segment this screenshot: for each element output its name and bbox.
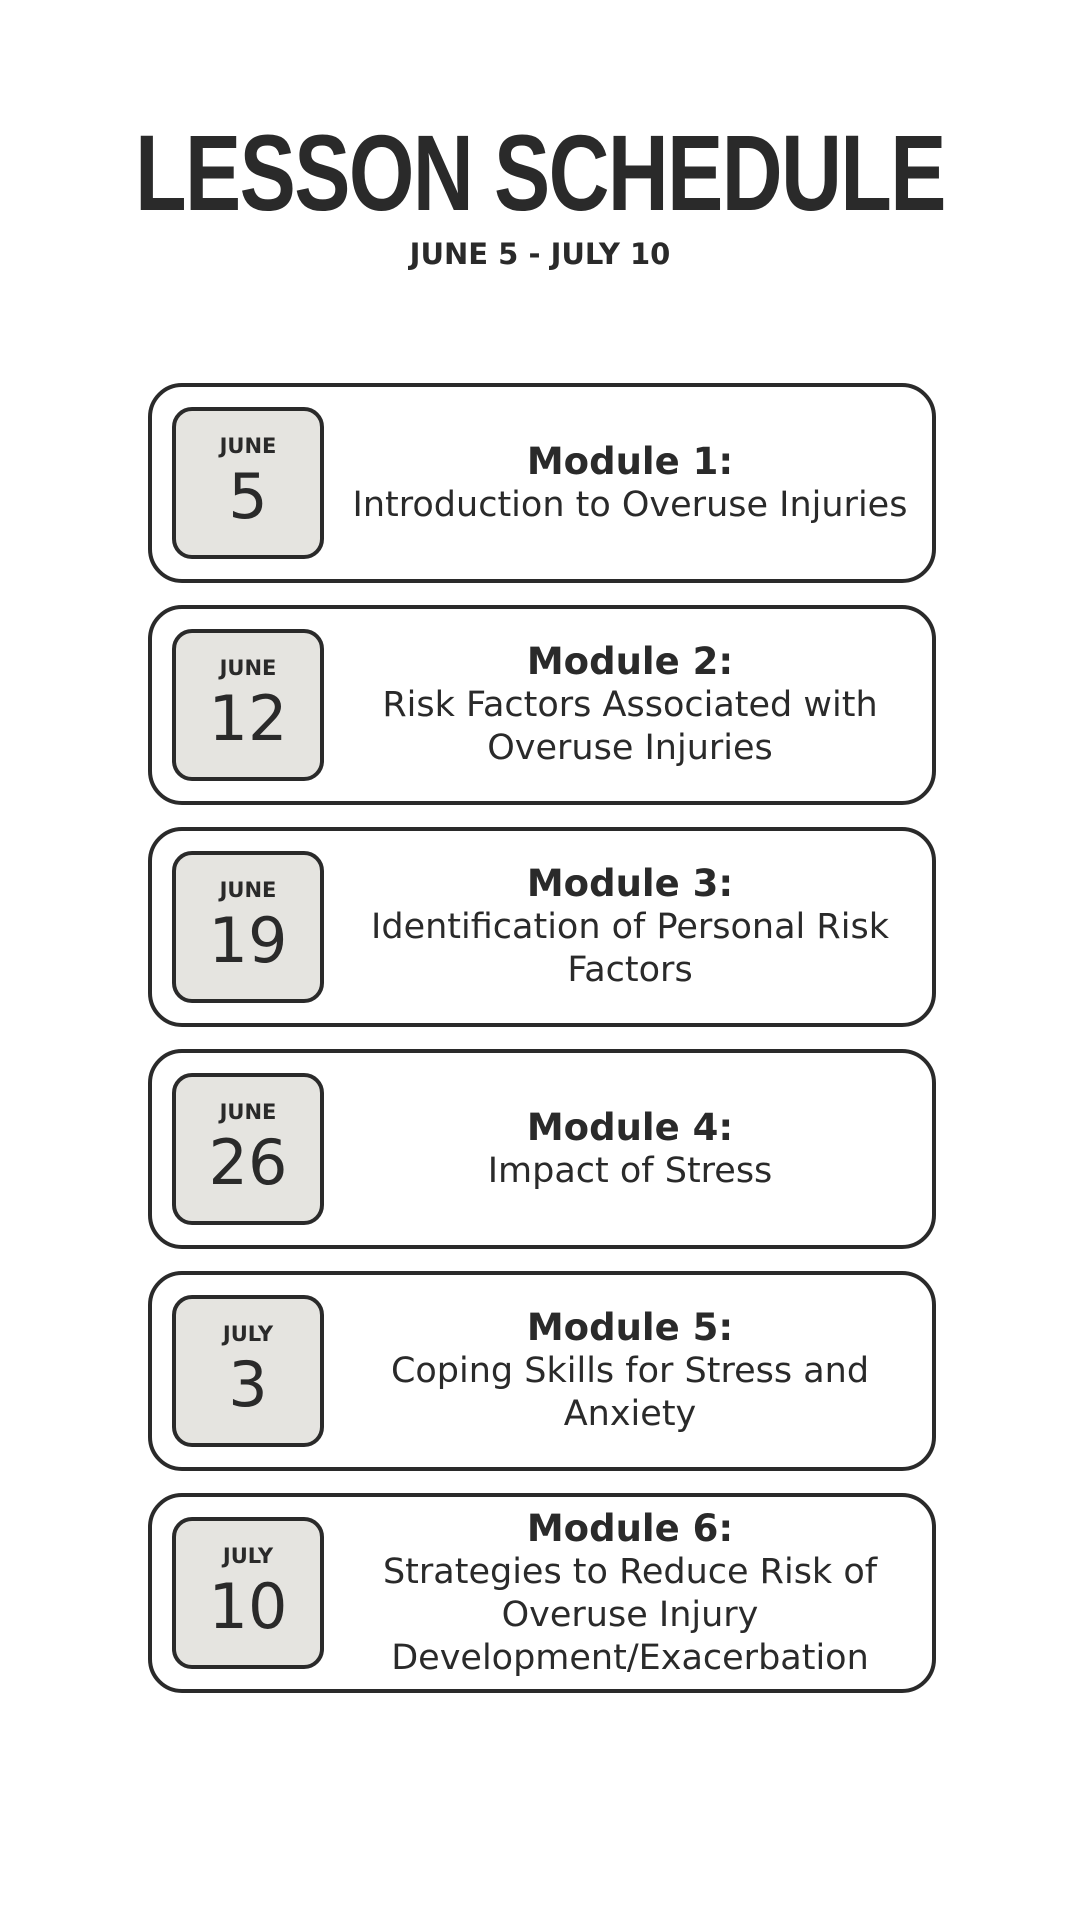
module-heading: Module 3: (526, 862, 734, 905)
date-badge: JULY 10 (172, 1517, 324, 1669)
module-description: Impact of Stress (487, 1150, 773, 1191)
date-month: JUNE (219, 878, 277, 902)
date-badge: JULY 3 (172, 1295, 324, 1447)
date-day: 3 (228, 1348, 268, 1421)
date-day: 12 (208, 682, 288, 755)
date-day: 19 (208, 904, 288, 977)
module-card-3: JUNE 19 Module 3: Identification of Pers… (148, 827, 936, 1027)
module-info: Module 3: Identification of Personal Ris… (352, 831, 908, 1023)
module-info: Module 1: Introduction to Overuse Injuri… (352, 387, 908, 579)
date-day: 26 (208, 1126, 288, 1199)
date-badge: JUNE 12 (172, 629, 324, 781)
module-info: Module 2: Risk Factors Associated with O… (352, 609, 908, 801)
module-info: Module 5: Coping Skills for Stress and A… (352, 1275, 908, 1467)
date-range: JUNE 5 - JULY 10 (409, 237, 671, 271)
module-card-2: JUNE 12 Module 2: Risk Factors Associate… (148, 605, 936, 805)
date-month: JULY (222, 1322, 274, 1346)
module-card-5: JULY 3 Module 5: Coping Skills for Stres… (148, 1271, 936, 1471)
module-description: Identification of Personal Risk Factors (371, 907, 889, 990)
date-badge: JUNE 26 (172, 1073, 324, 1225)
module-description: Introduction to Overuse Injuries (352, 484, 908, 525)
date-badge: JUNE 5 (172, 407, 324, 559)
module-card-1: JUNE 5 Module 1: Introduction to Overuse… (148, 383, 936, 583)
module-heading: Module 6: (526, 1506, 734, 1550)
module-heading: Module 1: (526, 439, 734, 483)
module-info: Module 6: Strategies to Reduce Risk of O… (352, 1497, 908, 1689)
module-description: Risk Factors Associated with Overuse Inj… (382, 685, 878, 768)
date-day: 10 (208, 1570, 288, 1643)
page-title: LESSON SCHEDULE (135, 112, 946, 233)
module-card-4: JUNE 26 Module 4: Impact of Stress (148, 1049, 936, 1249)
date-month: JUNE (219, 656, 277, 680)
date-month: JULY (222, 1544, 274, 1568)
module-description: Strategies to Reduce Risk of Overuse Inj… (382, 1551, 878, 1678)
module-card-6: JULY 10 Module 6: Strategies to Reduce R… (148, 1493, 936, 1693)
module-heading: Module 2: (526, 640, 734, 683)
module-description: Coping Skills for Stress and Anxiety (390, 1351, 870, 1434)
module-heading: Module 5: (526, 1306, 734, 1349)
date-day: 5 (228, 460, 268, 533)
date-month: JUNE (219, 1100, 277, 1124)
module-heading: Module 4: (526, 1105, 734, 1149)
module-list: JUNE 5 Module 1: Introduction to Overuse… (148, 383, 936, 1715)
date-badge: JUNE 19 (172, 851, 324, 1003)
module-info: Module 4: Impact of Stress (352, 1053, 908, 1245)
date-month: JUNE (219, 434, 277, 458)
